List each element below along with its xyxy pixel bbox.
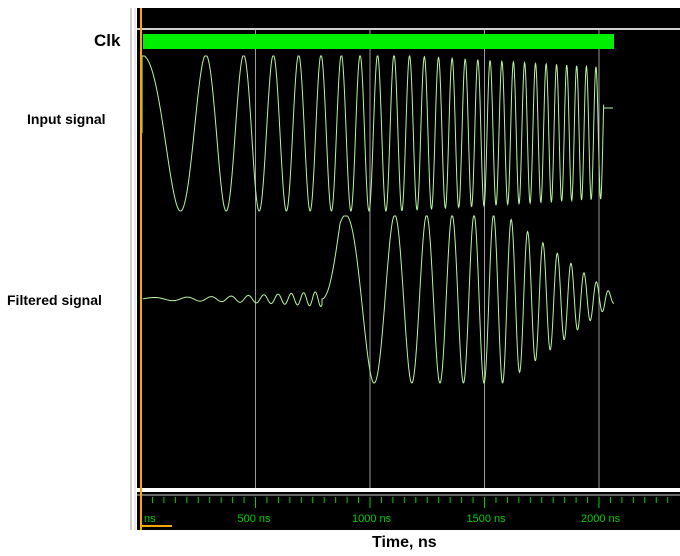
clk-signal-label[interactable]: Clk [94, 31, 121, 50]
filtered-signal-label[interactable]: Filtered signal [7, 292, 102, 308]
time-gridlines [255, 30, 600, 488]
clk-waveform-bar[interactable] [143, 34, 614, 49]
time-axis-label: Time, ns [372, 534, 437, 551]
input-signal-label[interactable]: Input signal [27, 111, 106, 127]
timeline-ticks [140, 497, 669, 508]
waveform-area[interactable] [137, 8, 680, 488]
timeline-ruler[interactable] [137, 492, 680, 530]
timeline-tick-labels: ns 500 ns 1000 ns 1500 ns 2000 ns [144, 513, 621, 525]
tick-label: 1000 ns [352, 513, 392, 525]
tick-label: 1500 ns [467, 513, 507, 525]
tick-label: ns [144, 513, 156, 525]
tick-label: 500 ns [238, 513, 272, 525]
filtered-signal-waveform[interactable] [142, 215, 615, 384]
tick-label: 2000 ns [581, 513, 621, 525]
